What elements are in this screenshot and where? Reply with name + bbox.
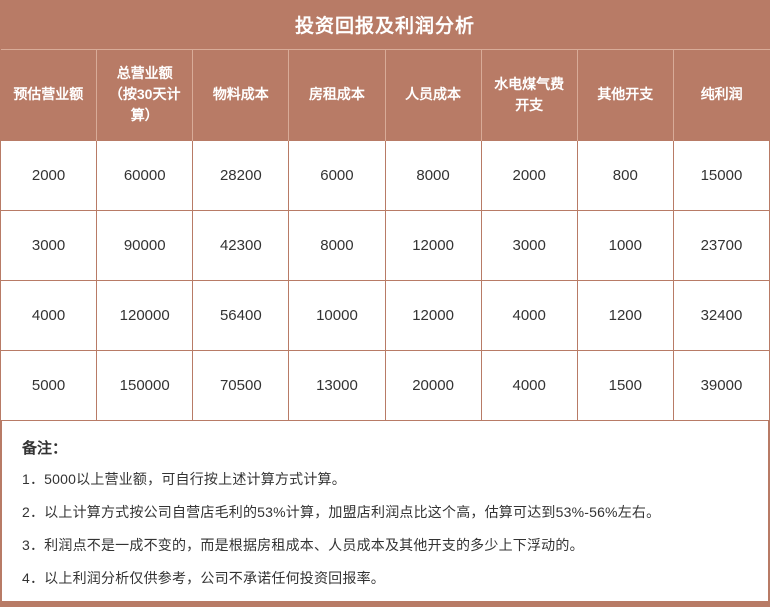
table-row: 3000 90000 42300 8000 12000 3000 1000 23…	[0, 209, 770, 281]
table-row: 5000 150000 70500 13000 20000 4000 1500 …	[0, 349, 770, 421]
table-cell: 13000	[288, 349, 386, 421]
table-cell: 60000	[96, 139, 194, 211]
column-header-net-profit: 纯利润	[672, 48, 770, 141]
note-item: 3．利润点不是一成不变的，而是根据房租成本、人员成本及其他开支的多少上下浮动的。	[22, 536, 584, 553]
column-header-utilities-cost: 水电煤气费开支	[480, 48, 578, 141]
column-header-estimated-revenue: 预估营业额	[0, 48, 98, 141]
table-cell: 2000	[0, 139, 98, 211]
table-cell: 4000	[0, 279, 98, 351]
notes-label: 备注：	[22, 439, 68, 457]
table-cell: 23700	[672, 209, 770, 281]
table-cell: 120000	[96, 279, 194, 351]
table-cell: 3000	[480, 209, 578, 281]
table-cell: 42300	[192, 209, 290, 281]
table-cell: 1500	[576, 349, 674, 421]
column-header-rent-cost: 房租成本	[288, 48, 386, 141]
table-cell: 2000	[480, 139, 578, 211]
table-cell: 1200	[576, 279, 674, 351]
table-cell: 90000	[96, 209, 194, 281]
table-cell: 12000	[384, 209, 482, 281]
table-cell: 800	[576, 139, 674, 211]
table-cell: 20000	[384, 349, 482, 421]
table-cell: 150000	[96, 349, 194, 421]
column-header-total-revenue: 总营业额（按30天计算）	[96, 48, 194, 141]
table-cell: 4000	[480, 279, 578, 351]
table-cell: 15000	[672, 139, 770, 211]
table-row: 2000 60000 28200 6000 8000 2000 800 1500…	[0, 139, 770, 211]
note-item: 1．5000以上营业额，可自行按上述计算方式计算。	[22, 470, 346, 487]
table-cell: 56400	[192, 279, 290, 351]
title-band: 投资回报及利润分析	[0, 0, 770, 49]
column-header-material-cost: 物料成本	[192, 48, 290, 141]
table-cell: 6000	[288, 139, 386, 211]
table-cell: 1000	[576, 209, 674, 281]
table-cell: 39000	[672, 349, 770, 421]
table-cell: 28200	[192, 139, 290, 211]
analysis-table: 预估营业额 总营业额（按30天计算） 物料成本 房租成本 人员成本 水电煤气费开…	[0, 48, 770, 421]
column-header-personnel-cost: 人员成本	[384, 48, 482, 141]
note-item: 4．以上利润分析仅供参考，公司不承诺任何投资回报率。	[22, 569, 385, 586]
table-cell: 8000	[384, 139, 482, 211]
header-row: 预估营业额 总营业额（按30天计算） 物料成本 房租成本 人员成本 水电煤气费开…	[0, 48, 770, 141]
table-cell: 5000	[0, 349, 98, 421]
page-title: 投资回报及利润分析	[294, 15, 475, 37]
table-cell: 3000	[0, 209, 98, 281]
table-cell: 12000	[384, 279, 482, 351]
column-header-other-expenses: 其他开支	[576, 48, 674, 141]
table-cell: 70500	[192, 349, 290, 421]
table-cell: 4000	[480, 349, 578, 421]
notes-section: 备注： 1．5000以上营业额，可自行按上述计算方式计算。 2．以上计算方式按公…	[0, 420, 770, 601]
table-row: 4000 120000 56400 10000 12000 4000 1200 …	[0, 279, 770, 351]
table-cell: 10000	[288, 279, 386, 351]
note-item: 2．以上计算方式按公司自营店毛利的53%计算，加盟店利润点比这个高，估算可达到5…	[22, 503, 661, 520]
table-cell: 8000	[288, 209, 386, 281]
bottom-bar	[0, 600, 770, 607]
table-cell: 32400	[672, 279, 770, 351]
